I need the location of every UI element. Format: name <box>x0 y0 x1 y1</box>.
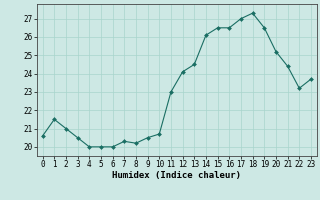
X-axis label: Humidex (Indice chaleur): Humidex (Indice chaleur) <box>112 171 241 180</box>
